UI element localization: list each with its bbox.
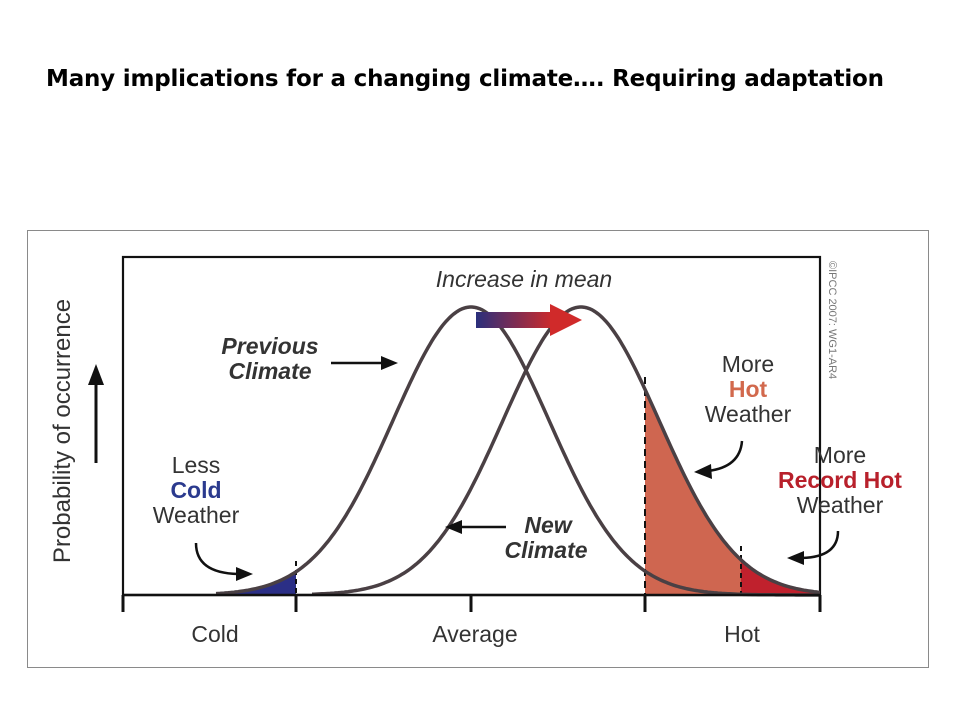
less-cold-label-cold: Cold <box>170 477 221 503</box>
more-hot-label-more: More <box>722 351 774 377</box>
more-hot-label-weather: Weather <box>705 401 792 427</box>
previous-pointer-arrowhead <box>381 356 398 370</box>
slide-title: Many implications for a changing climate… <box>46 66 884 92</box>
y-axis-label: Probability of occurrence <box>49 299 76 563</box>
less-cold-pointer-arrowhead <box>236 567 253 581</box>
record-hot-label-weather: Weather <box>797 492 884 518</box>
record-hot-pointer-arrowhead <box>787 551 804 565</box>
increase-arrow-head <box>550 304 582 336</box>
less-cold-pointer-arrow <box>194 542 239 576</box>
less-cold-region <box>216 571 296 595</box>
more-hot-pointer-arrowhead <box>694 464 712 479</box>
y-axis-arrowhead <box>88 364 104 385</box>
more-hot-label-hot: Hot <box>729 376 768 402</box>
more-hot-pointer-arrow <box>707 440 744 473</box>
x-tick-label-average: Average <box>432 621 517 647</box>
more-hot-region <box>645 389 741 595</box>
increase-arrow-shaft <box>476 312 554 328</box>
previous-climate-label-line2: Climate <box>228 358 311 384</box>
record-hot-label-record: Record Hot <box>778 467 902 493</box>
new-climate-label-line2: Climate <box>504 537 587 563</box>
new-climate-label-line1: New <box>524 512 573 538</box>
x-tick-label-hot: Hot <box>724 621 760 647</box>
record-hot-pointer-arrow <box>801 530 840 560</box>
climate-shift-figure: Increase in mean Previous Climate New Cl… <box>27 230 929 668</box>
previous-climate-label-line1: Previous <box>221 333 318 359</box>
increase-in-mean-label: Increase in mean <box>436 266 612 292</box>
record-hot-label-more: More <box>814 442 866 468</box>
less-cold-label-less: Less <box>172 452 221 478</box>
previous-climate-curve <box>215 305 820 597</box>
ipcc-credit: ©IPCC 2007: WG1-AR4 <box>826 261 838 379</box>
climate-diagram: Increase in mean Previous Climate New Cl… <box>49 255 902 647</box>
less-cold-label-weather: Weather <box>153 502 240 528</box>
record-hot-region <box>741 559 820 595</box>
new-pointer-arrowhead <box>445 520 462 534</box>
x-tick-label-cold: Cold <box>191 621 238 647</box>
